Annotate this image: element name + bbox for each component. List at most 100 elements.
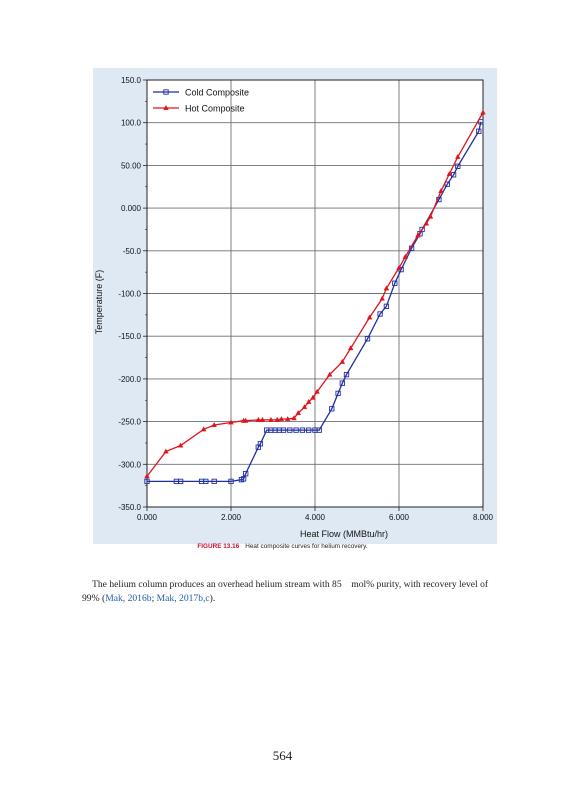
hot-data-point [259,416,266,422]
cold-data-point [144,478,150,485]
hot-data-point [383,285,390,291]
hot-data-point [480,109,486,115]
tick-label-layer: 0.000 2.000 4.000 6.000 8.000 150.0 100.0 50.00… [118,76,493,522]
citation-separator: ; [151,593,157,604]
hot-data-point [242,417,249,423]
cold-data-point [287,427,293,433]
hot-data-point [402,253,409,259]
hot-data-point [427,213,434,219]
cold-data-point [455,163,461,169]
hot-data-point [291,415,297,421]
y-tick-label: -350.0 [118,503,141,512]
x-tick-label: 2.000 [221,513,242,522]
cold-data-point [257,441,264,447]
hot-data-point [326,371,333,377]
legend-label-0: Cold Composite [185,88,249,98]
hot-data-point [228,419,234,425]
body-paragraph: The helium column produces an overhead h… [82,578,490,606]
cold-data-point [383,303,390,309]
cold-data-point [316,427,322,433]
cold-data-point [306,427,312,433]
hot-data-point [211,421,217,428]
hot-data-point [268,416,274,422]
figure-label: FIGURE 13.16 [197,543,240,550]
hot-data-point [366,314,373,320]
hot-data-point [274,416,280,422]
page-number: 564 [272,748,293,763]
cold-data-point [392,280,398,286]
plot-frame [146,79,484,508]
y-tick-label: 150.0 [121,76,142,85]
figure-caption: FIGURE 13.16 Heat composite curves for he… [0,543,565,550]
hot-data-point [396,264,402,270]
figure-caption-text: Heat composite curves for helium recover… [245,543,368,550]
cold-data-point [343,371,350,378]
hot-data-point [295,410,301,416]
hot-data-point [379,295,385,301]
hot-data-point [415,232,421,238]
figure-panel: 0.000 2.000 4.000 6.000 8.000 150.0 100.0 50.00… [93,68,497,544]
cold-data-point [339,380,345,386]
paragraph-text-2: mol% purity, with recovery level of 99% … [82,579,489,604]
y-tick-label: -250.0 [118,418,141,427]
grid-layer [147,80,483,507]
cold-data-point [335,390,341,397]
y-tick-label: -200.0 [118,375,141,384]
cold-data-point [478,119,484,125]
hot-data-point [177,442,184,448]
cold-data-point [177,478,184,485]
paragraph-text-1: The helium column produces an overhead h… [92,579,342,590]
hot-data-point [438,188,444,194]
hot-data-point [163,448,169,454]
citation-link-2[interactable]: Mak, 2017b,c [156,593,210,604]
x-tick-label: 6.000 [389,513,410,522]
hot-data-point [347,345,354,351]
hot-data-point [284,416,291,422]
legend: Cold Composite Hot Composite [153,88,249,114]
y-tick-label: 0.000 [121,204,142,213]
hot-data-point [314,388,320,394]
y-tick-label: 50.00 [121,161,142,170]
hot-data-point [278,416,285,422]
hot-data-point [144,473,150,479]
cold-data-point [211,478,217,485]
y-axis-title: Temperature (F) [94,270,104,335]
legend-marker-0 [163,89,169,95]
hot-data-point [305,398,312,404]
hot-data-point [423,220,430,226]
hot-data-point [446,170,453,176]
y-tick-label: -300.0 [118,460,141,469]
y-tick-label: 100.0 [121,119,142,128]
series-layer [144,109,486,485]
hot-data-point [255,416,262,422]
x-tick-label: 4.000 [305,513,326,522]
axis-layer [143,79,484,511]
cold-data-point [377,311,383,317]
cold-data-point [293,427,299,433]
x-tick-label: 8.000 [473,513,494,522]
hot-data-point [200,426,207,432]
legend-label-1: Hot Composite [185,104,245,114]
paragraph-text-3: ). [209,593,216,604]
y-tick-label: -50.0 [123,247,142,256]
cold-data-point [243,471,249,477]
composite-curves-chart: 0.000 2.000 4.000 6.000 8.000 150.0 100.0 50.00… [94,76,494,539]
series-hot-composite [144,109,486,479]
cold-data-point [364,336,371,342]
cold-data-point [240,476,247,482]
cold-data-point [444,181,450,187]
cold-data-point [280,427,287,433]
cold-data-point [299,427,306,433]
x-tick-label: 0.000 [137,513,158,522]
cold-data-point [329,406,335,412]
x-axis-title: Heat Flow (MMBtu/hr) [300,529,388,539]
cold-data-point [476,128,482,134]
cold-data-point [419,226,425,233]
hot-data-point [339,358,346,364]
citation-link-1[interactable]: Mak, 2016b [105,593,152,604]
y-tick-label: -150.0 [118,332,141,341]
hot-data-point [310,394,316,400]
cold-data-point [228,478,234,485]
hot-data-point [455,153,461,159]
y-tick-label: -100.0 [118,290,141,299]
